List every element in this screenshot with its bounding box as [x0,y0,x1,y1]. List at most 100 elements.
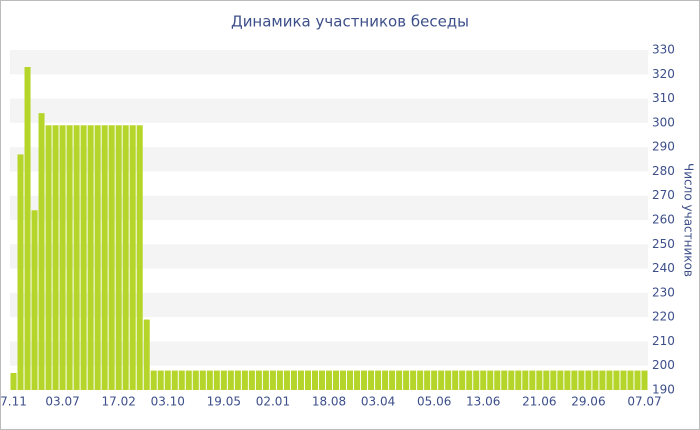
bar [136,125,143,391]
y-tick-label: 210 [652,334,675,348]
bar [311,370,318,390]
bar [38,113,45,391]
x-tick-label: 21.06 [522,395,556,409]
bar [66,125,73,391]
x-tick-label: 7.11 [0,395,27,409]
bar [501,370,508,390]
grid-band [10,50,648,75]
x-tick-label: 05.06 [417,395,451,409]
bar [494,370,501,390]
bar [571,370,578,390]
bar [431,370,438,390]
bar [318,370,326,390]
bar [227,370,234,390]
bar [10,373,17,390]
y-tick-label: 280 [652,164,675,178]
bar [620,370,627,390]
bar [213,370,220,390]
y-tick-label: 300 [652,115,675,129]
bar [150,370,157,390]
bar [157,370,164,390]
bar [325,370,333,390]
bar [178,370,185,390]
bar [45,125,52,391]
y-tick-label: 320 [652,67,675,81]
bar [592,370,599,390]
bar [171,370,178,390]
bar [143,319,150,390]
bar [185,370,192,390]
bar [578,370,585,390]
y-tick-label: 200 [652,358,675,372]
x-tick-label: 02.01 [256,395,290,409]
bar [87,125,94,391]
bar [396,370,403,390]
bar [255,370,262,390]
bar [283,370,290,390]
bar [382,370,389,390]
bar [529,370,536,390]
bar [375,370,382,390]
bar [389,370,396,390]
bar [438,370,445,390]
bar [522,370,529,390]
bar [59,125,66,391]
bar [634,370,641,390]
grid-band [10,98,648,123]
bar [515,370,522,390]
bar [466,370,473,390]
bar [332,370,340,390]
y-tick-label: 240 [652,261,675,275]
bar [403,370,410,390]
y-tick-label: 220 [652,310,675,324]
bar [543,370,550,390]
bar [613,370,620,390]
bar [473,370,480,390]
bar [73,125,80,391]
bar [290,370,297,390]
bar [17,154,24,390]
bar [80,125,87,391]
bar [94,125,101,391]
bar [368,370,375,390]
x-tick-label: 18.08 [312,395,346,409]
bar [599,370,606,390]
bar [417,370,424,390]
bar [340,370,347,390]
bar [234,370,241,390]
x-tick-label: 07.07 [627,395,661,409]
bar [52,125,59,391]
bar [487,370,494,390]
bar [564,370,571,390]
y-tick-label: 230 [652,285,675,299]
x-tick-label: 29.06 [571,395,605,409]
x-tick-label: 13.06 [466,395,500,409]
bar [24,67,31,390]
bar [199,370,206,390]
bar [445,370,452,390]
y-tick-label: 260 [652,213,675,227]
bar [606,370,613,390]
x-tick-label: 19.05 [207,395,241,409]
bar [304,370,311,390]
y-tick-label: 290 [652,140,675,154]
bar [452,370,459,390]
chart-title: Динамика участников беседы [231,13,469,31]
y-tick-label: 250 [652,237,675,251]
y-tick-label: 190 [652,383,675,397]
x-tick-label: 03.10 [151,395,185,409]
x-tick-label: 03.04 [361,395,395,409]
y-axis-label: Число участников [682,163,696,277]
bar [410,370,417,390]
bar [297,370,304,390]
bar [627,370,634,390]
x-tick-label: 03.07 [45,395,79,409]
y-tick-label: 310 [652,91,675,105]
bar [248,370,255,390]
x-tick-label: 17.02 [101,395,135,409]
y-tick-label: 270 [652,188,675,202]
bar [585,370,592,390]
bar [347,370,354,390]
bar [536,370,543,390]
